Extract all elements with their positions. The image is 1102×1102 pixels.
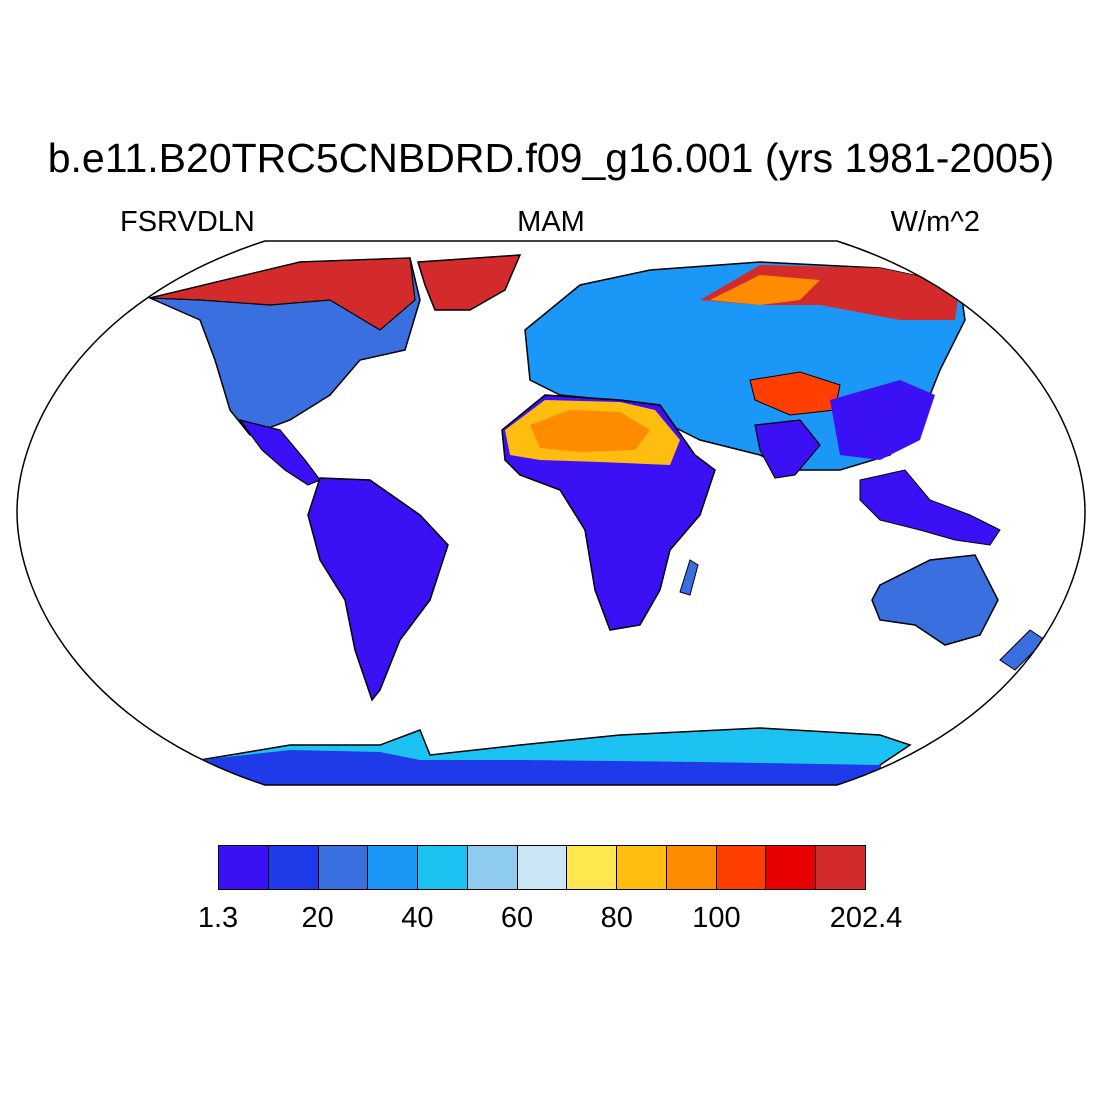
land-central-america [238, 419, 321, 486]
colorbar-box [517, 846, 568, 889]
colorbar-box [716, 846, 767, 889]
colorbar-tick-label: 20 [301, 902, 334, 934]
season-label: MAM [517, 206, 585, 238]
land-india [754, 419, 821, 479]
land-canada-arctic [149, 257, 416, 331]
colorbar-tick-label: 40 [401, 902, 434, 934]
land-greenland [417, 254, 522, 311]
colorbar-box [666, 846, 717, 889]
colorbar-box [418, 846, 468, 889]
colorbar-box [219, 846, 269, 889]
colorbar-box [268, 846, 319, 889]
plot-title: b.e11.B20TRC5CNBDRD.f09_g16.001 (yrs 198… [47, 135, 1055, 181]
colorbar-box [766, 846, 817, 889]
colorbar-box [467, 846, 518, 889]
units-label: W/m^2 [890, 206, 980, 238]
land-madagascar [679, 559, 699, 596]
map-outline [16, 240, 1086, 786]
colorbar-box [617, 846, 667, 889]
colorbar-tick-label: 202.4 [829, 902, 903, 934]
colorbar-tick-label: 60 [500, 902, 534, 934]
land-siberia-orange [710, 275, 820, 305]
colorbar-tick-label: 100 [692, 902, 741, 934]
colorbar-tick-label: 80 [600, 902, 633, 934]
land-china-east [830, 380, 935, 460]
land-south-america [307, 477, 449, 702]
colorbar-box [318, 846, 369, 889]
land-sahara-core [530, 410, 650, 452]
variable-label: FSRVDLN [120, 206, 255, 238]
land-australia [871, 554, 999, 646]
colorbar-tick-label: 1.3 [197, 902, 239, 934]
colorbar [218, 845, 866, 890]
land-antarctica-west [200, 750, 880, 785]
colorbar-box [368, 846, 419, 889]
land-se-asia-islands [859, 469, 1001, 546]
colorbar-box [816, 846, 865, 889]
colorbar-box [567, 846, 618, 889]
land-new-zealand [999, 629, 1046, 671]
